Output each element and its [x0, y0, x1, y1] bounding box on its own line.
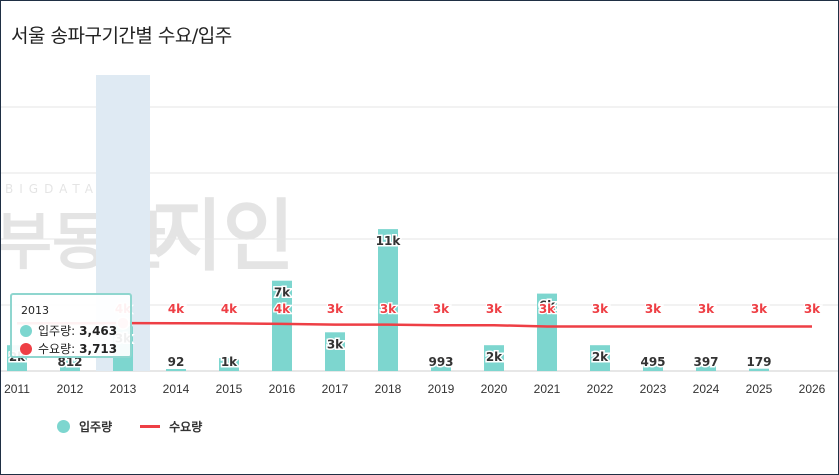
x-tick-2016: 2016: [269, 382, 296, 396]
tooltip-demand-label: 수요량:: [38, 342, 76, 356]
x-tick-2021: 2021: [534, 382, 561, 396]
supply-bar-2015: [219, 358, 239, 371]
supply-bar-2017: [325, 332, 345, 371]
demand-label-2024: 3k: [698, 302, 715, 316]
demand-label-2019: 3k: [433, 302, 450, 316]
supply-bar-label-2025: 179: [746, 355, 771, 369]
supply-marker-icon: [20, 324, 32, 337]
demand-label-2022: 3k: [592, 302, 609, 316]
demand-label-2017: 3k: [327, 302, 344, 316]
demand-label-2021: 3k: [539, 302, 556, 316]
tooltip-demand-value: 3,713: [79, 341, 118, 356]
supply-bar-2012: [60, 360, 80, 371]
chart-title: 서울 송파구기간별 수요/입주: [11, 25, 232, 47]
supply-bar-label-2023: 495: [640, 355, 665, 369]
chart-tooltip: 2013 입주량: 3,463 수요량: 3,713: [10, 293, 132, 358]
chart-legend: 입주량 수요량: [57, 418, 230, 435]
supply-bar-2018: [378, 229, 398, 371]
x-tick-2018: 2018: [375, 382, 402, 396]
supply-bar-label-2014: 92: [168, 355, 185, 369]
supply-bar-2016: [272, 280, 292, 371]
x-tick-2025: 2025: [746, 382, 773, 396]
x-tick-2017: 2017: [322, 382, 349, 396]
svg-text:지인: 지인: [151, 192, 295, 282]
demand-label-2026: 3k: [804, 302, 821, 316]
demand-line-labels: 4k4k4k4k3k3k3k3k3k3k3k3k3k3k: [114, 301, 823, 318]
supply-bar-2021: [537, 293, 557, 371]
circle-icon: [57, 420, 70, 433]
supply-bar-label-2021: 6k: [539, 299, 556, 313]
demand-marker-icon: [20, 342, 32, 355]
demand-label-2020: 3k: [486, 302, 503, 316]
x-tick-2022: 2022: [587, 382, 614, 396]
legend-item-demand[interactable]: 수요량: [140, 418, 202, 435]
supply-bar-label-2017: 3k: [327, 337, 344, 351]
x-tick-2023: 2023: [640, 382, 667, 396]
supply-bar-2025: [749, 368, 769, 371]
legend-demand-label: 수요량: [169, 420, 203, 434]
supply-bar-2024: [696, 365, 716, 371]
tooltip-supply-value: 3,463: [79, 323, 118, 338]
supply-bar-label-2019: 993: [428, 355, 453, 369]
legend-supply-label: 입주량: [79, 420, 113, 434]
demand-label-2025: 3k: [751, 302, 768, 316]
tooltip-supply-label: 입주량:: [38, 324, 76, 338]
supply-bar-2022: [590, 345, 610, 371]
x-tick-2012: 2012: [57, 382, 84, 396]
demand-label-2015: 4k: [221, 302, 238, 316]
svg-text:BIGDATA: BIGDATA: [5, 182, 99, 196]
x-tick-2014: 2014: [163, 382, 190, 396]
supply-bar-2020: [484, 345, 504, 371]
x-tick-2026: 2026: [799, 382, 826, 396]
tooltip-demand-row: 수요량: 3,713: [20, 340, 117, 357]
supply-bars: [7, 229, 769, 371]
x-tick-2024: 2024: [693, 382, 720, 396]
supply-bar-label-2018: 11k: [376, 234, 402, 248]
supply-bar-2023: [643, 364, 663, 371]
supply-bar-label-2020: 2k: [486, 350, 503, 364]
tooltip-year: 2013: [21, 304, 49, 317]
x-tick-2015: 2015: [216, 382, 243, 396]
demand-label-2023: 3k: [645, 302, 662, 316]
demand-series-line: [17, 321, 812, 328]
supply-bar-2019: [431, 358, 451, 371]
demand-label-2016: 4k: [274, 302, 291, 316]
supply-bar-label-2016: 7k: [274, 286, 291, 300]
x-tick-2020: 2020: [481, 382, 508, 396]
supply-bar-label-2024: 397: [693, 355, 718, 369]
legend-item-supply[interactable]: 입주량: [57, 418, 112, 435]
tooltip-supply-row: 입주량: 3,463: [20, 322, 117, 339]
demand-label-2018: 3k: [380, 302, 397, 316]
line-icon: [140, 425, 161, 428]
supply-bar-2014: [166, 369, 186, 371]
x-tick-2019: 2019: [428, 382, 455, 396]
x-tick-2011: 2011: [4, 382, 30, 396]
demand-label-2014: 4k: [168, 302, 185, 316]
x-tick-2013: 2013: [110, 382, 137, 396]
supply-bar-label-2015: 1k: [221, 355, 238, 369]
supply-bar-label-2022: 2k: [592, 350, 609, 364]
x-axis-tick-labels: 2011 2012 2013 2014 2015 2016 2017 2018 2019 2020…: [4, 382, 826, 396]
